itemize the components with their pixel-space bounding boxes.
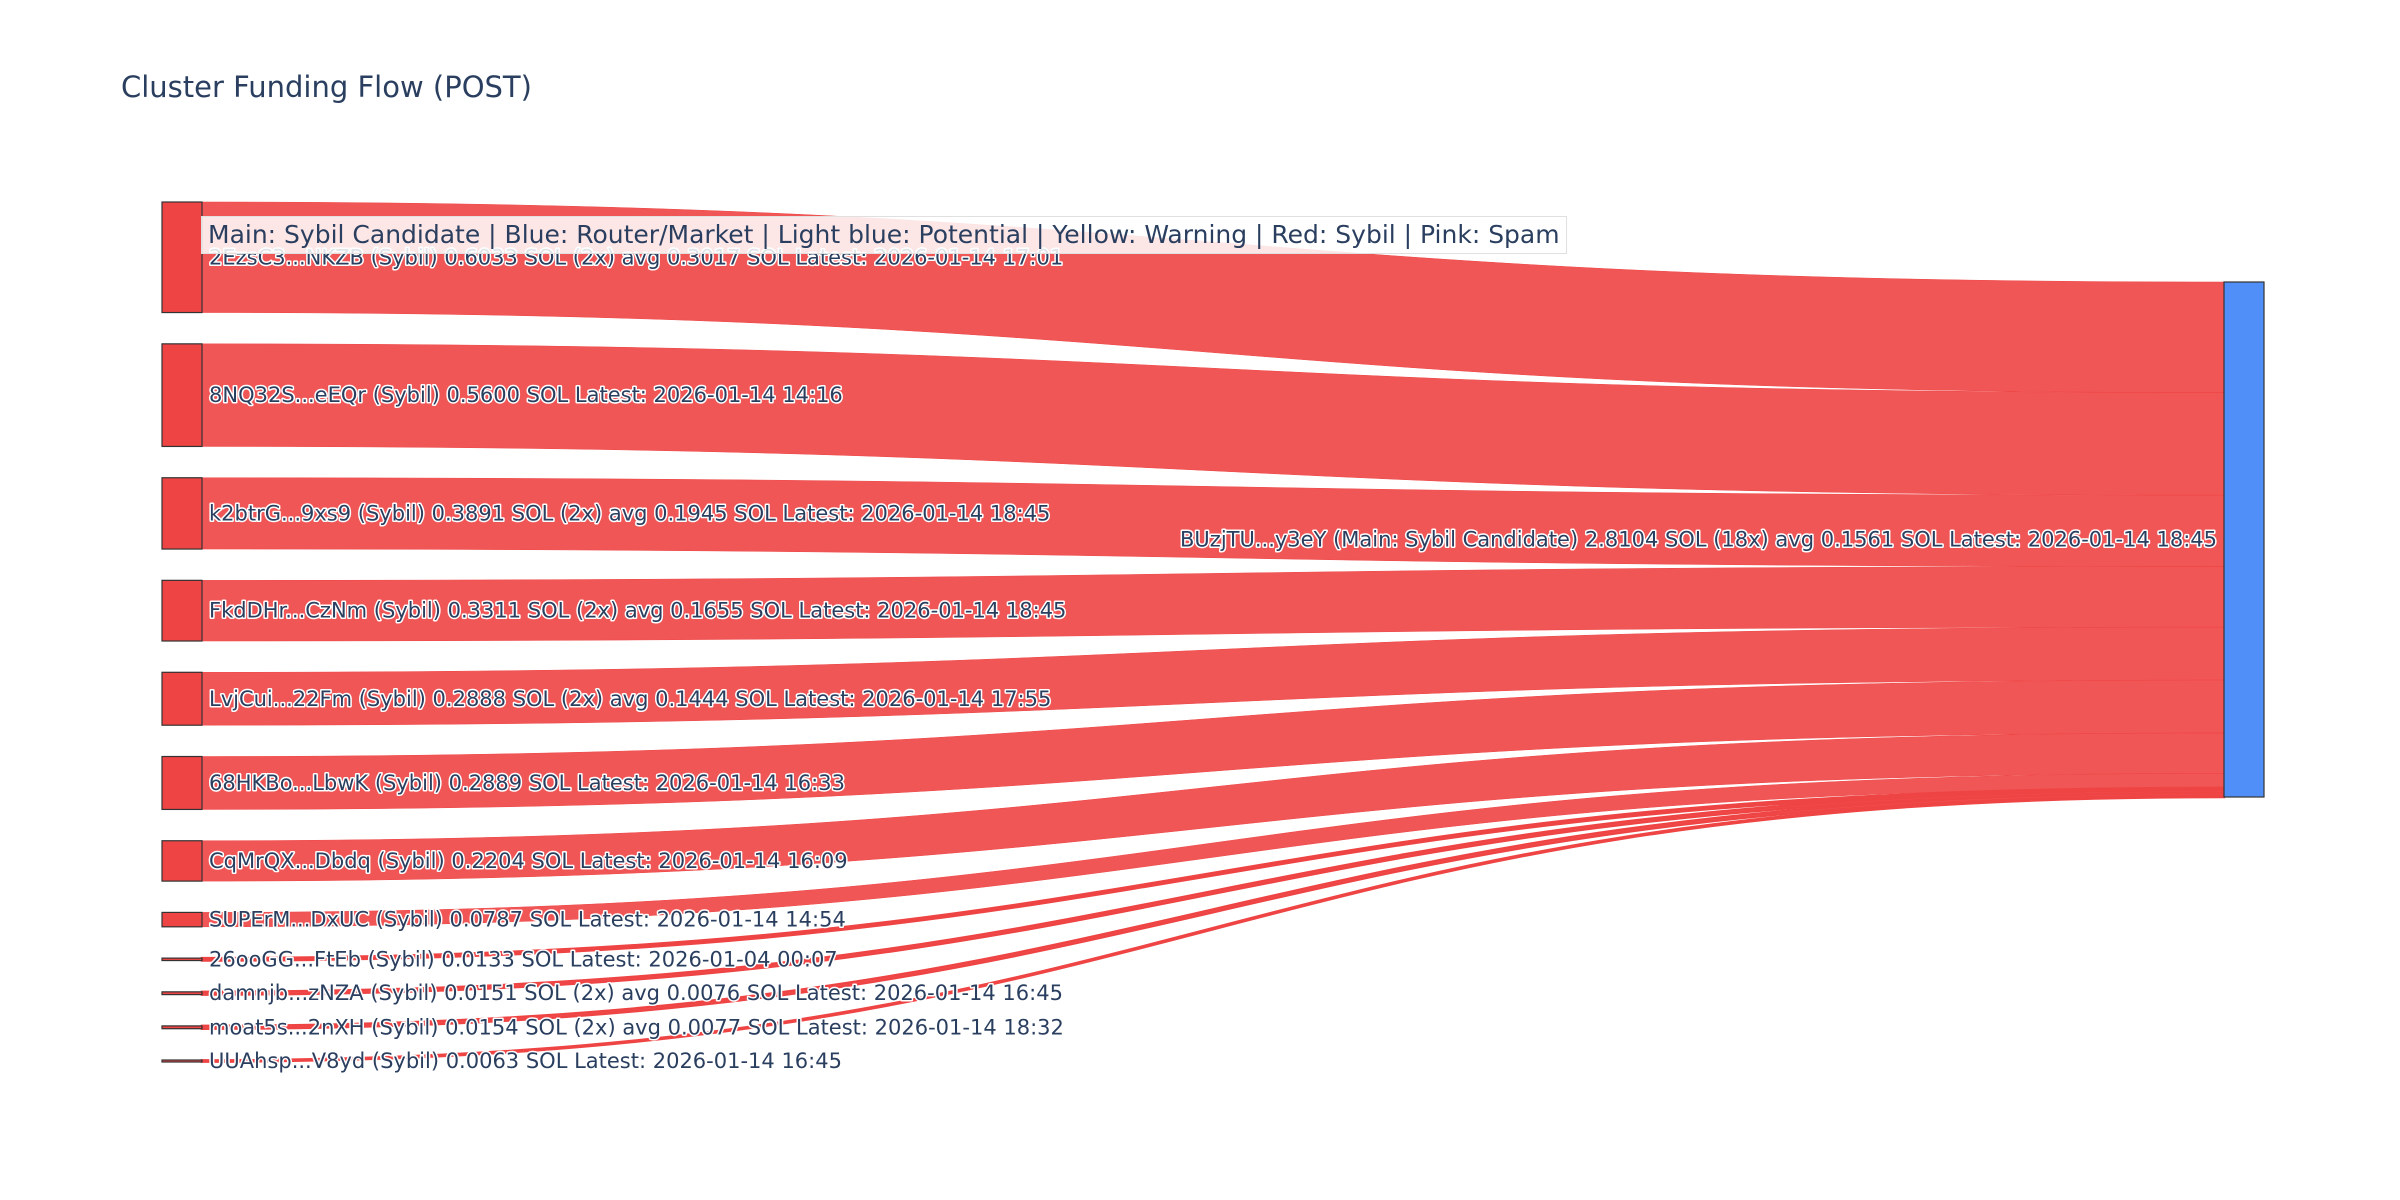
source-node-label: 8NQ32S...eEQr (Sybil) 0.5600 SOL Latest:… (209, 383, 843, 407)
target-node[interactable] (2223, 281, 2265, 798)
source-node[interactable] (161, 1025, 203, 1030)
source-node[interactable] (161, 477, 203, 550)
target-node-label: BUzjTU...y3eY (Main: Sybil Candidate) 2.… (1180, 528, 2217, 552)
links-layer (200, 201, 2226, 1063)
source-node-label: 68HKBo...LbwK (Sybil) 0.2889 SOL Latest:… (209, 771, 845, 795)
source-node[interactable] (161, 911, 203, 928)
source-node[interactable] (161, 671, 203, 726)
source-node-label: CqMrQX...Dbdq (Sybil) 0.2204 SOL Latest:… (209, 849, 848, 873)
source-node-label: moat5s...2nXH (Sybil) 0.0154 SOL (2x) av… (209, 1015, 1064, 1039)
source-node[interactable] (161, 755, 203, 811)
source-node[interactable] (161, 201, 203, 314)
source-node-label: SUPErM...DxUC (Sybil) 0.0787 SOL Latest:… (209, 908, 846, 932)
source-node-label: k2btrG...9xs9 (Sybil) 0.3891 SOL (2x) av… (209, 501, 1050, 525)
source-node-label: FkdDHr...CzNm (Sybil) 0.3311 SOL (2x) av… (209, 599, 1066, 623)
source-node[interactable] (161, 343, 203, 448)
source-node-label: LvjCui...22Fm (Sybil) 0.2888 SOL (2x) av… (209, 687, 1051, 711)
source-node[interactable] (161, 1059, 203, 1063)
source-node-label: damnjb...zNZA (Sybil) 0.0151 SOL (2x) av… (209, 981, 1063, 1005)
source-node[interactable] (161, 991, 203, 996)
source-node-label: UUAhsp...V8yd (Sybil) 0.0063 SOL Latest:… (209, 1049, 842, 1073)
source-node[interactable] (161, 840, 203, 882)
legend-annotation: Main: Sybil Candidate | Blue: Router/Mar… (201, 216, 1567, 254)
source-node[interactable] (161, 579, 203, 642)
nodes-layer (161, 201, 2265, 1063)
source-node-label: 26ooGG...FtEb (Sybil) 0.0133 SOL Latest:… (209, 947, 838, 971)
chart-title: Cluster Funding Flow (POST) (121, 70, 532, 104)
source-node[interactable] (161, 957, 203, 962)
